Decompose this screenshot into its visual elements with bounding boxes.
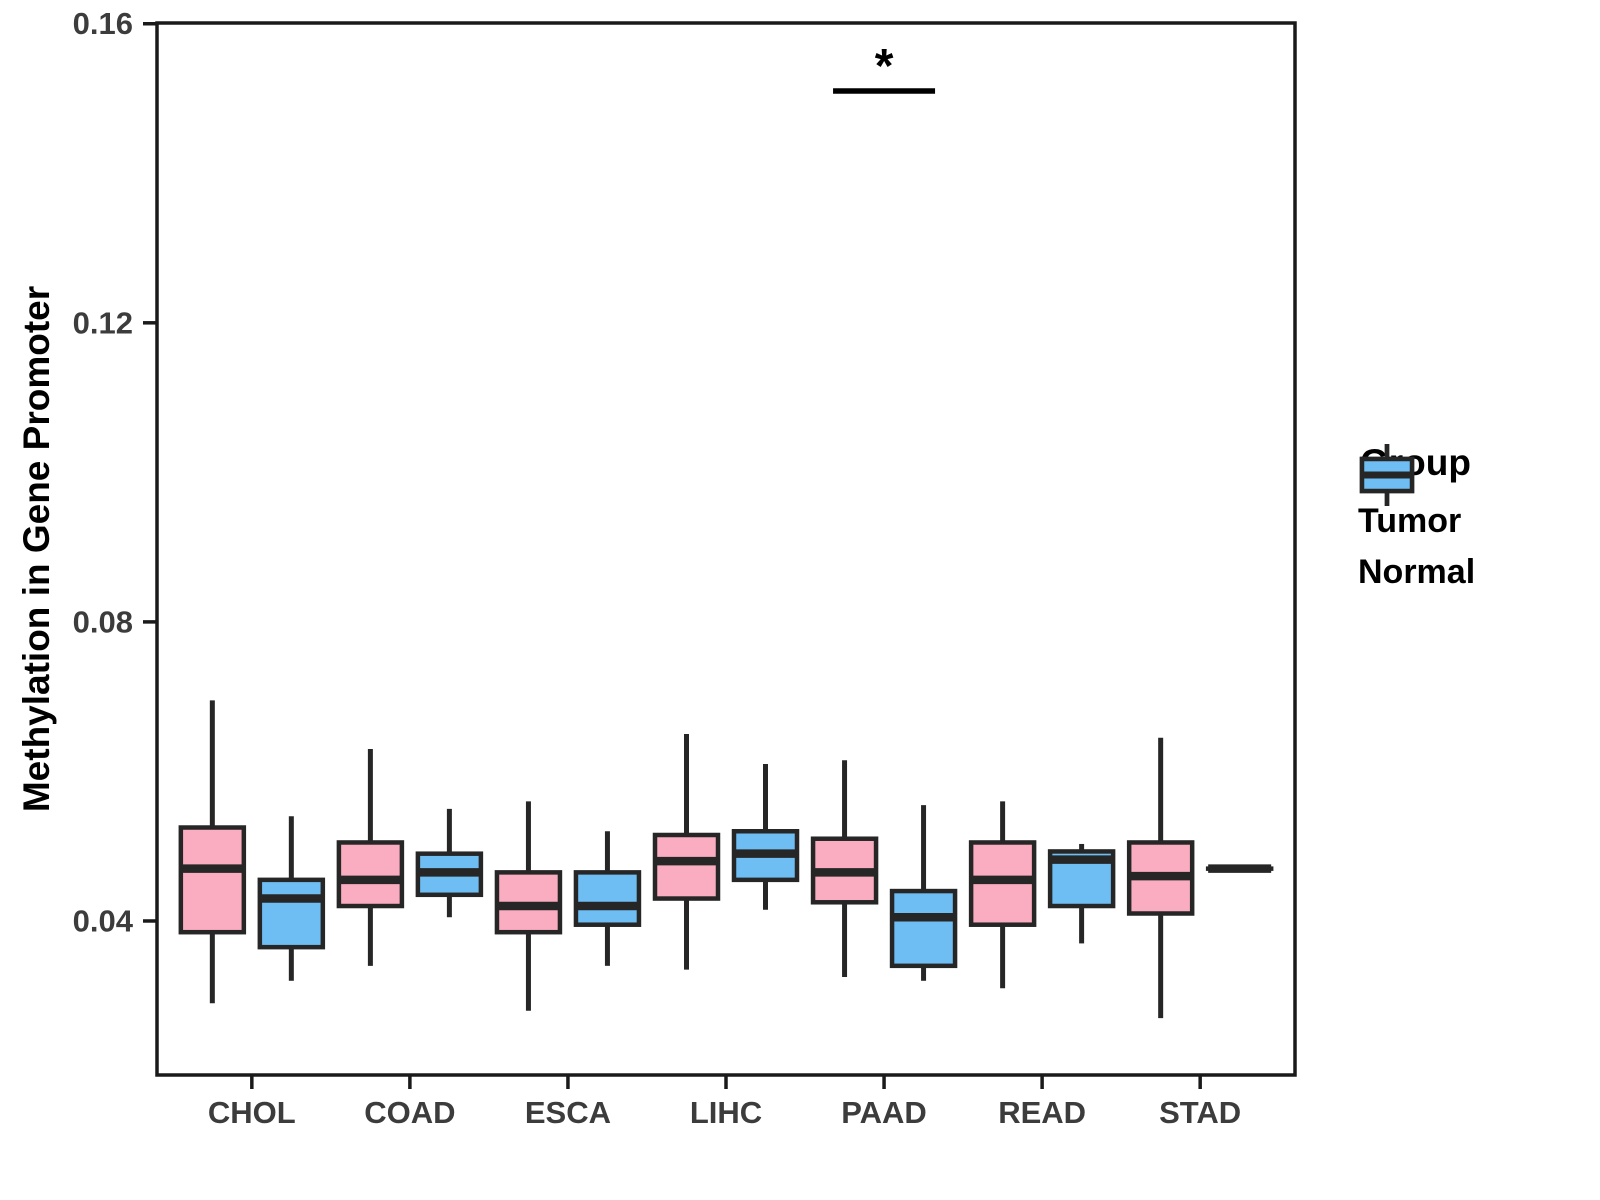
y-tick-label: 0.12 bbox=[73, 305, 133, 340]
legend-label: Normal bbox=[1358, 553, 1476, 591]
x-tick-label: COAD bbox=[364, 1095, 455, 1130]
legend-item-normal: Normal bbox=[1358, 444, 1476, 592]
x-tick-label: STAD bbox=[1159, 1095, 1241, 1130]
legend-items: Tumor Normal bbox=[1358, 444, 1476, 592]
box-LIHC-tumor bbox=[652, 832, 721, 901]
legend: Group Tumor Normal bbox=[1358, 442, 1475, 592]
x-tick-label: READ bbox=[998, 1095, 1086, 1130]
x-tick-label: ESCA bbox=[525, 1095, 611, 1130]
y-axis-title: Methylation in Gene Promoter bbox=[16, 285, 57, 813]
panel-border bbox=[155, 21, 1297, 1077]
legend-label: Tumor bbox=[1358, 502, 1462, 540]
y-tick-label: 0.16 bbox=[73, 6, 133, 41]
x-tick-label: CHOL bbox=[208, 1095, 296, 1130]
legend-key-boxplot-icon bbox=[1359, 444, 1415, 506]
box-CHOL-tumor bbox=[178, 825, 247, 935]
significance-star: * bbox=[875, 40, 894, 93]
x-tick-label: PAAD bbox=[841, 1095, 927, 1130]
box-PAAD-normal bbox=[889, 888, 958, 969]
y-tick-label: 0.08 bbox=[73, 604, 133, 639]
box-COAD-tumor bbox=[336, 840, 405, 909]
box-CHOL-normal bbox=[257, 877, 326, 950]
x-tick-label: LIHC bbox=[690, 1095, 762, 1130]
y-tick-label: 0.04 bbox=[73, 903, 134, 938]
box-ESCA-normal bbox=[573, 870, 642, 927]
